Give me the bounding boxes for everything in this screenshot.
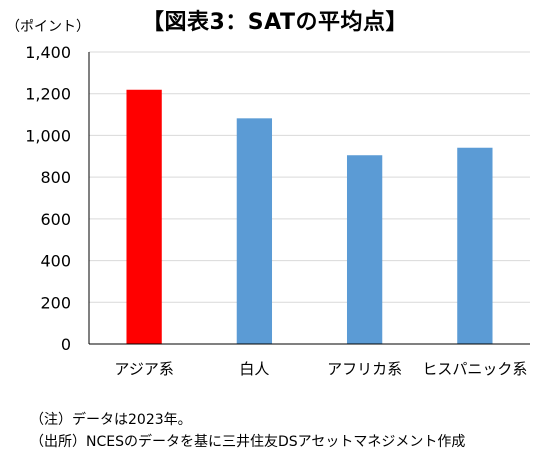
x-category-label: アフリカ系 xyxy=(327,360,402,378)
axes xyxy=(88,52,530,345)
y-tick-label: 800 xyxy=(40,168,71,187)
note-source: （出所）NCESのデータを基に三井住友DSアセットマネジメント作成 xyxy=(30,434,466,450)
y-tick-label: 1,200 xyxy=(25,85,71,104)
note-data-year: （注）データは2023年。 xyxy=(30,412,192,428)
y-tick-label: 200 xyxy=(40,293,71,312)
bar xyxy=(457,147,493,344)
y-tick-label: 600 xyxy=(40,210,71,229)
y-tick-label: 400 xyxy=(40,252,71,271)
bar xyxy=(236,118,273,344)
x-category-label: アジア系 xyxy=(114,360,173,378)
gridlines xyxy=(89,51,530,303)
bar xyxy=(126,89,162,344)
y-tick-labels: 0 200 400 600 800 1,000 1,200 1,400 xyxy=(25,43,71,354)
y-tick-label: 0 xyxy=(61,335,71,354)
y-axis-unit-label: （ポイント） xyxy=(6,19,90,35)
bars xyxy=(126,89,493,344)
y-tick-label: 1,000 xyxy=(25,126,71,145)
y-tick-label: 1,400 xyxy=(25,43,71,62)
bar xyxy=(346,155,383,344)
x-category-label: ヒスパニック系 xyxy=(422,360,527,378)
x-category-labels: アジア系 白人 アフリカ系 ヒスパニック系 xyxy=(114,360,527,378)
chart-title: 【図表3：SATの平均点】 xyxy=(142,10,408,35)
x-category-label: 白人 xyxy=(239,360,269,378)
